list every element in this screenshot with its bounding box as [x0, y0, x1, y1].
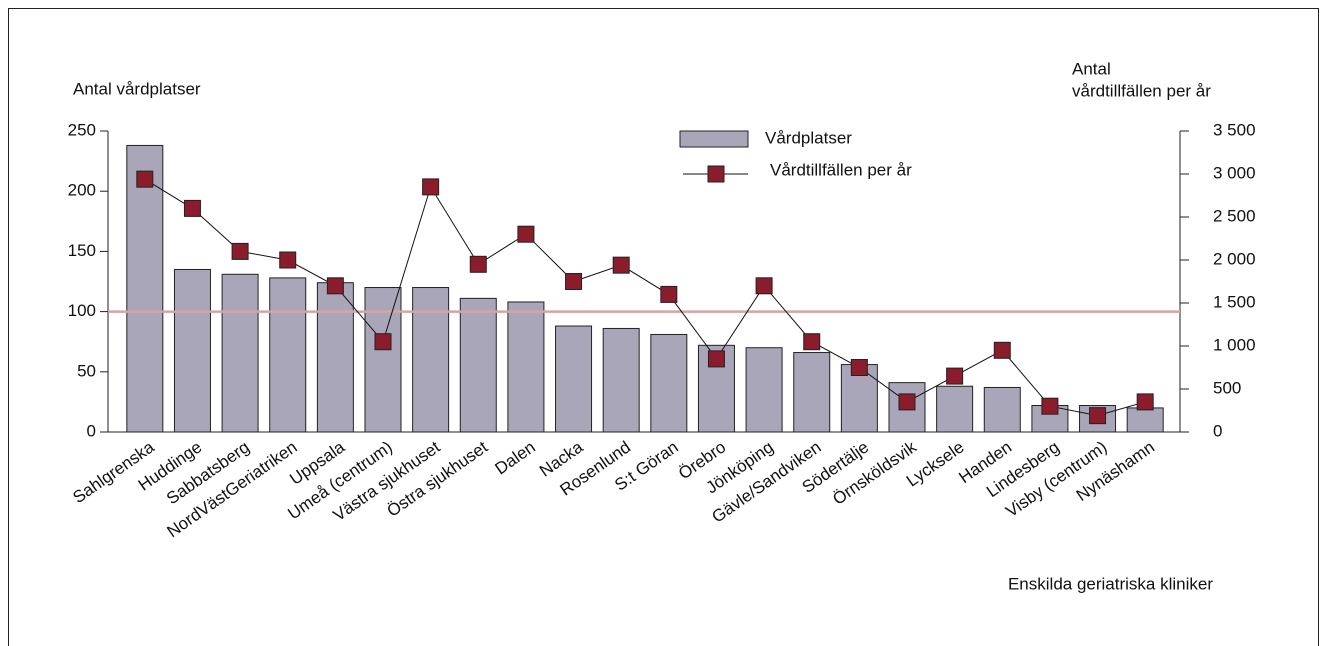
- marker: [755, 277, 773, 295]
- y2-tick-label: 500: [1213, 378, 1241, 397]
- bar: [459, 297, 497, 433]
- frame: [8, 8, 1319, 646]
- y2-tick-label: 3 500: [1213, 120, 1256, 139]
- marker: [279, 251, 297, 269]
- y-tick-label: 0: [87, 421, 96, 440]
- bar: [1126, 407, 1164, 433]
- y2-tick-label: 1 500: [1213, 292, 1256, 311]
- marker: [946, 367, 964, 385]
- marker: [517, 225, 535, 243]
- y2-tick-label: 2 500: [1213, 206, 1256, 225]
- marker: [136, 170, 154, 188]
- bar: [983, 386, 1021, 433]
- marker: [803, 333, 821, 351]
- bar: [745, 347, 783, 433]
- y-tick-label: 150: [68, 241, 96, 260]
- legend-label: Vårdtillfällen per år: [770, 160, 912, 179]
- bar: [173, 268, 211, 433]
- marker: [565, 273, 583, 290]
- bar: [126, 144, 164, 433]
- y-tick-label: 200: [68, 181, 96, 200]
- marker: [469, 255, 487, 273]
- bar: [364, 287, 402, 433]
- x-tick-label: Dalen: [491, 437, 538, 478]
- marker: [1041, 397, 1059, 415]
- bar: [507, 301, 545, 433]
- bar: [793, 352, 831, 433]
- y-axis-label: Antal vårdplatser: [73, 79, 201, 98]
- bar: [650, 333, 688, 433]
- y2-axis-label: vårdtillfällen per år: [1072, 81, 1211, 100]
- marker: [660, 285, 678, 303]
- y-tick-label: 50: [77, 361, 96, 380]
- marker: [326, 277, 344, 295]
- legend-label: Vårdplatser: [765, 128, 852, 147]
- y-tick-label: 250: [68, 120, 96, 139]
- bar: [269, 277, 307, 433]
- bar: [412, 287, 450, 433]
- y2-tick-label: 3 000: [1213, 163, 1256, 182]
- legend-swatch: [679, 130, 749, 148]
- y2-tick-label: 2 000: [1213, 249, 1256, 268]
- bar: [936, 385, 974, 433]
- marker: [374, 333, 392, 351]
- marker: [898, 393, 916, 411]
- y2-tick-label: 0: [1213, 421, 1222, 440]
- bar: [697, 344, 735, 433]
- y2-tick-label: 1 000: [1213, 335, 1256, 354]
- marker: [612, 256, 630, 274]
- marker: [231, 242, 249, 260]
- marker: [1136, 393, 1154, 411]
- y2-axis-label: Antal: [1072, 59, 1111, 78]
- marker: [850, 359, 868, 376]
- y-tick-label: 100: [68, 301, 96, 320]
- legend-marker: [707, 165, 725, 183]
- bar: [221, 273, 259, 433]
- marker: [993, 341, 1011, 359]
- marker: [422, 178, 440, 196]
- line: [144, 178, 1146, 417]
- bar: [555, 325, 593, 433]
- bar: [316, 282, 354, 433]
- marker: [1089, 407, 1107, 425]
- x-axis-label: Enskilda geriatriska kliniker: [1008, 574, 1213, 593]
- marker: [183, 199, 201, 217]
- marker: [707, 350, 725, 368]
- bar: [602, 327, 640, 433]
